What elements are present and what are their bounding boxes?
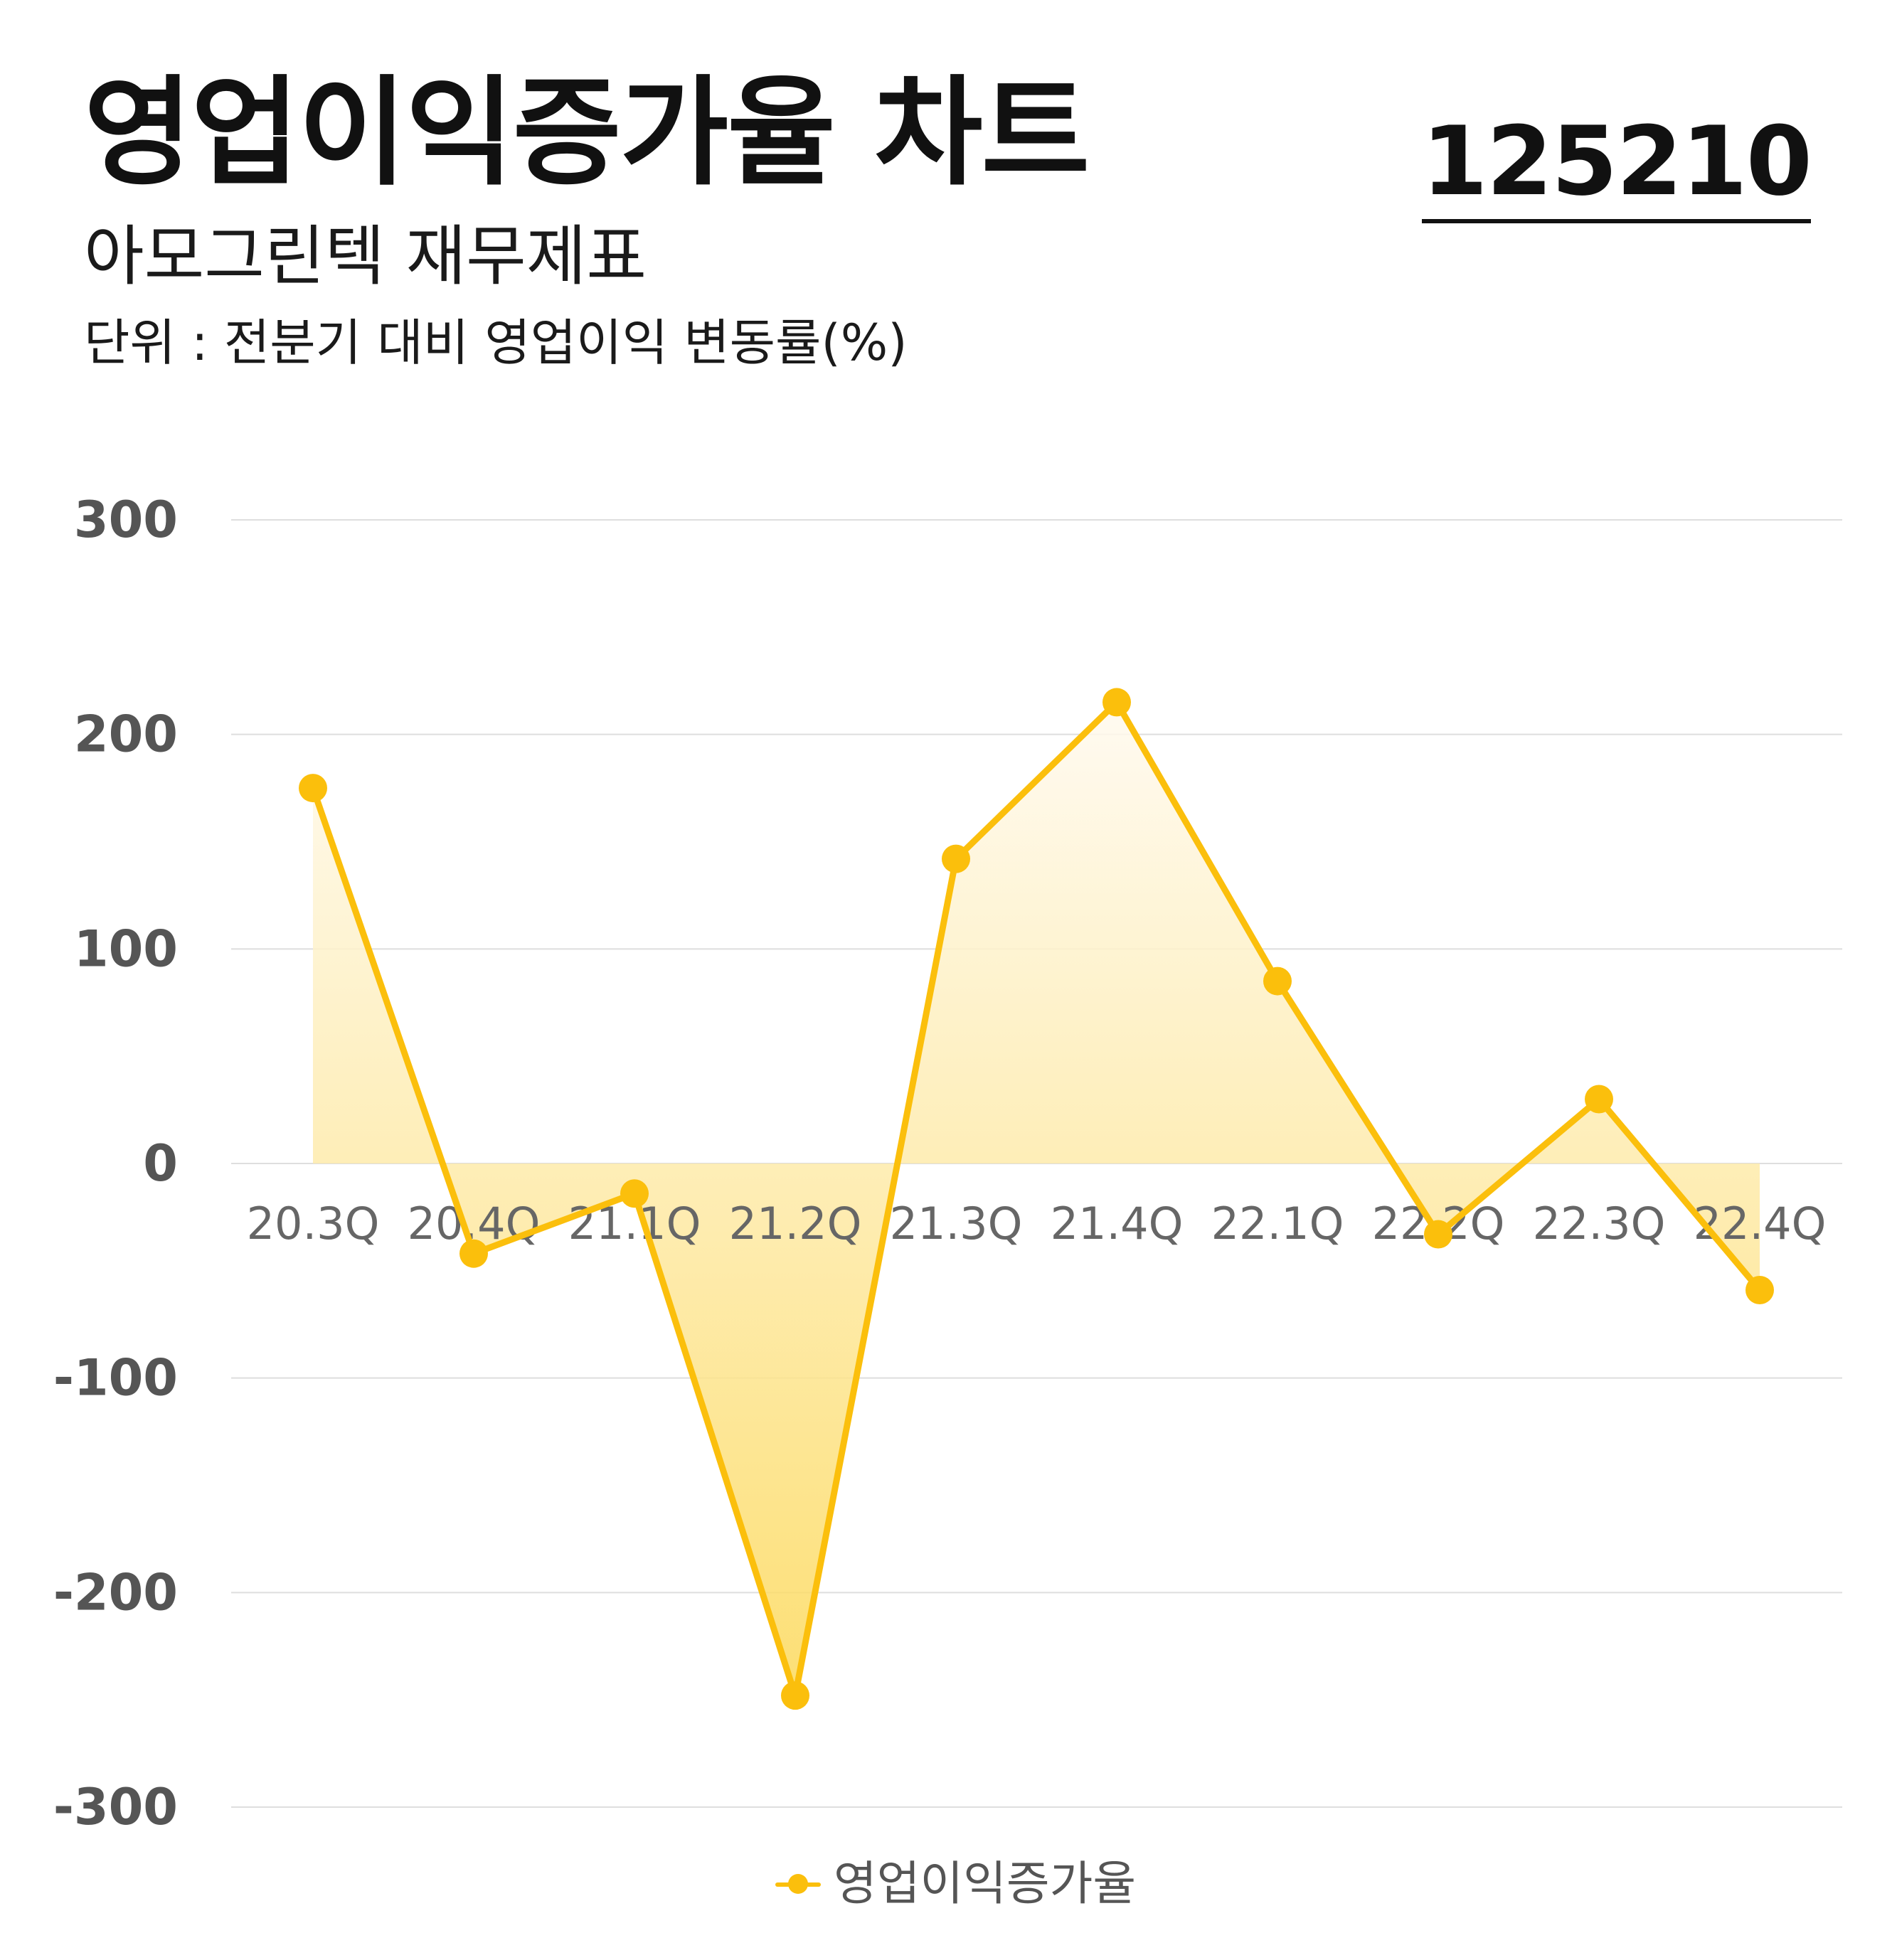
x-axis-ticks: 20.3Q20.4Q21.1Q21.2Q21.3Q21.4Q22.1Q22.2Q…	[247, 1198, 1827, 1250]
data-point[interactable]	[1745, 1275, 1774, 1304]
y-tick-label: -100	[53, 1349, 178, 1407]
data-point[interactable]	[1424, 1220, 1452, 1249]
stock-code[interactable]: 125210	[1421, 114, 1812, 223]
legend-label: 영업이익증가율	[834, 1856, 1137, 1911]
x-tick-label: 22.3Q	[1533, 1198, 1666, 1250]
y-tick-label: 0	[143, 1134, 178, 1193]
x-tick-label: 21.4Q	[1051, 1198, 1184, 1250]
unit-label: 단위 : 전분기 대비 영업이익 변동률(%)	[84, 314, 908, 372]
area-fill	[313, 702, 1760, 1696]
data-point[interactable]	[1263, 966, 1292, 996]
data-points	[299, 688, 1774, 1710]
x-tick-label: 21.3Q	[890, 1198, 1023, 1250]
data-point[interactable]	[299, 774, 327, 803]
x-tick-label: 20.3Q	[247, 1198, 380, 1250]
y-tick-label: -300	[53, 1778, 178, 1836]
data-point[interactable]	[1585, 1085, 1613, 1114]
y-tick-label: 200	[74, 705, 178, 764]
data-point[interactable]	[942, 844, 970, 873]
y-tick-label: -200	[53, 1563, 178, 1621]
y-tick-label: 100	[74, 920, 178, 978]
data-point[interactable]	[781, 1681, 809, 1710]
y-axis-ticks: 300 200 100 0 -100 -200 -300	[53, 491, 178, 1836]
legend[interactable]: 영업이익증가율	[775, 1860, 1136, 1907]
legend-marker-icon	[775, 1870, 821, 1898]
series-line	[309, 698, 1763, 1699]
company-subtitle: 아모그린텍 재무제표	[84, 218, 647, 294]
y-tick-label: 300	[74, 491, 178, 549]
data-point[interactable]	[1102, 688, 1131, 717]
data-point[interactable]	[459, 1239, 488, 1268]
data-point[interactable]	[620, 1179, 649, 1208]
x-tick-label: 22.4Q	[1694, 1198, 1827, 1250]
x-tick-label: 22.1Q	[1211, 1198, 1344, 1250]
x-tick-label: 21.2Q	[729, 1198, 862, 1250]
page-title: 영업이익증가율 차트	[84, 65, 1090, 202]
